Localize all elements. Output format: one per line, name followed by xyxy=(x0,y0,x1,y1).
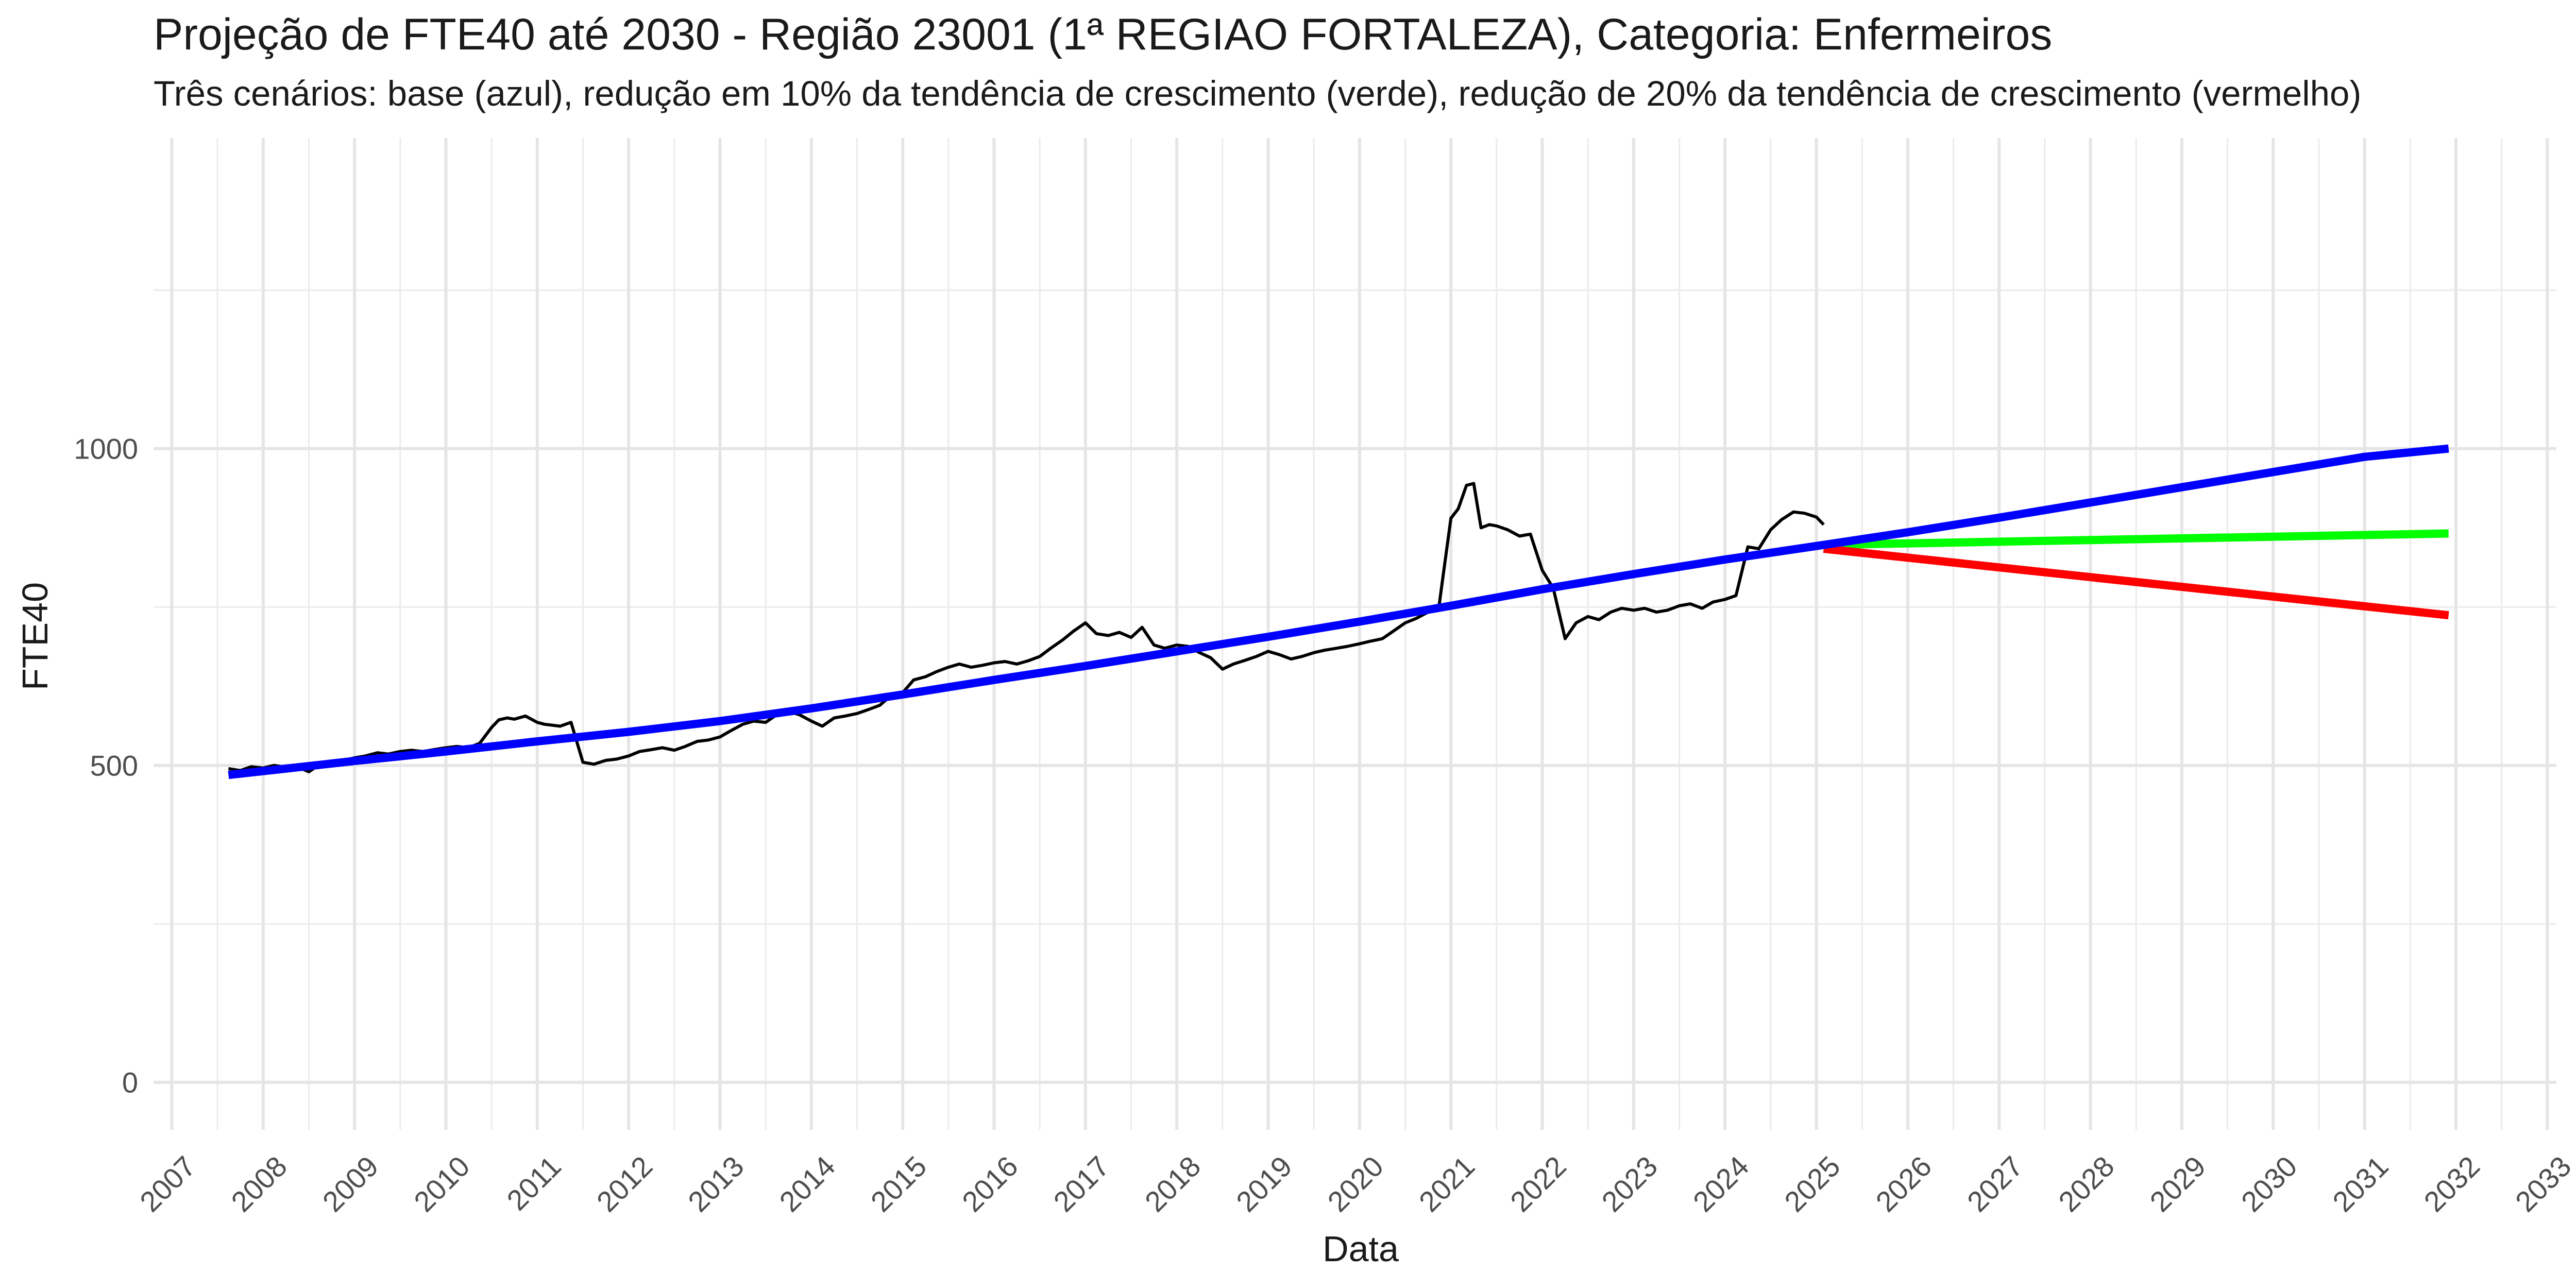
x-tick-label: 2022 xyxy=(1504,1150,1572,1218)
x-axis-ticks: 2007 2008 2009 2010 2011 2012 2013 2014 2015 2016… xyxy=(133,1150,2576,1218)
series-lines xyxy=(228,444,2449,779)
x-tick-label: 2015 xyxy=(865,1150,933,1218)
x-tick-label: 2017 xyxy=(1047,1150,1115,1218)
x-tick-label: 2007 xyxy=(133,1150,202,1218)
series-line-observed xyxy=(228,482,1825,773)
x-tick-label: 2033 xyxy=(2509,1150,2576,1218)
y-axis-title: FTE40 xyxy=(15,582,55,690)
x-axis-title: Data xyxy=(1323,1229,1399,1269)
x-tick-label: 2032 xyxy=(2417,1150,2486,1218)
chart-title: Projeção de FTE40 até 2030 - Região 2300… xyxy=(154,10,2053,59)
x-tick-label: 2008 xyxy=(225,1150,293,1218)
x-tick-label: 2009 xyxy=(316,1150,385,1218)
x-tick-label: 2018 xyxy=(1139,1150,1207,1218)
grid-lines xyxy=(154,138,2556,1130)
x-tick-label: 2012 xyxy=(590,1150,659,1218)
x-tick-label: 2021 xyxy=(1413,1150,1481,1218)
x-tick-label: 2010 xyxy=(408,1150,476,1218)
x-tick-label: 2013 xyxy=(682,1150,750,1218)
x-tick-label: 2019 xyxy=(1230,1150,1298,1218)
y-tick-label: 500 xyxy=(90,750,138,782)
x-tick-label: 2011 xyxy=(500,1150,567,1217)
x-tick-label: 2014 xyxy=(773,1150,841,1218)
y-tick-label: 1000 xyxy=(74,433,138,465)
chart-subtitle: Três cenários: base (azul), redução em 1… xyxy=(154,74,2362,113)
x-tick-label: 2028 xyxy=(2052,1150,2121,1218)
x-tick-label: 2016 xyxy=(956,1150,1024,1218)
x-tick-label: 2024 xyxy=(1687,1150,1755,1218)
x-tick-label: 2023 xyxy=(1595,1150,1664,1218)
series-line-redu-o-20- xyxy=(1823,545,2449,620)
x-tick-label: 2030 xyxy=(2235,1150,2303,1218)
series-line-base xyxy=(228,444,2449,779)
x-tick-label: 2029 xyxy=(2143,1150,2212,1218)
x-tick-label: 2020 xyxy=(1321,1150,1389,1218)
y-tick-label: 0 xyxy=(122,1066,138,1099)
x-tick-label: 2025 xyxy=(1778,1150,1846,1218)
x-tick-label: 2031 xyxy=(2326,1150,2395,1218)
x-tick-label: 2026 xyxy=(1869,1150,1938,1218)
x-tick-label: 2027 xyxy=(1961,1150,2029,1218)
y-axis-ticks: 0 500 1000 xyxy=(74,433,138,1099)
series-line-redu-o-10- xyxy=(1823,529,2449,549)
